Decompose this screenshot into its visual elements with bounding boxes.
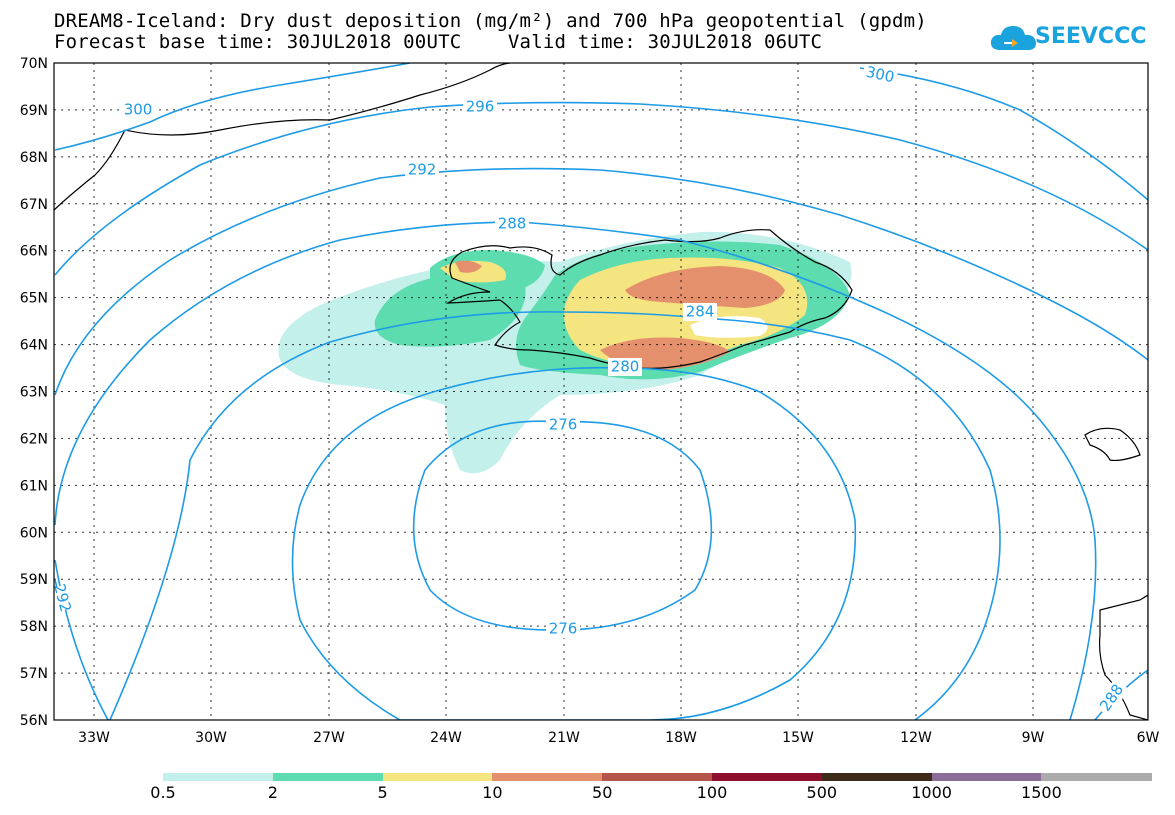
longitude-labels: 33W 30W 27W 24W 21W 18W 15W 12W 9W 6W [78,730,1159,746]
lat-label: 61N [20,478,48,494]
cloud-icon [990,26,1036,50]
contour-label-300: 300 [124,101,153,119]
iceland-coast [445,229,853,369]
lon-label: 9W [1022,730,1045,746]
lat-label: 67N [20,197,48,213]
contour-300b [859,67,1148,201]
lon-label: 15W [782,730,814,746]
coastlines [54,63,1148,720]
legend-color-box [163,773,274,781]
map-frame [53,62,1149,721]
lat-label: 59N [20,572,48,588]
dust-layer-10 [455,260,482,273]
lat-label: 57N [20,666,48,682]
legend-label: 1500 [1021,783,1062,802]
contour-label-280: 280 [611,358,640,376]
legend-color-box [712,773,823,781]
dust-field [278,231,852,474]
contour-280 [291,366,857,720]
legend-label: 10 [482,783,503,802]
legend-color-box [821,773,933,781]
contour-label-300: 300 [864,63,896,87]
legend-label: 500 [806,783,838,802]
latitude-labels: 70N 69N 68N 67N 66N 65N 64N 63N 62N 61N 60N 59N 58N 5… [20,56,48,729]
lat-label: 69N [20,103,48,119]
lat-label: 56N [20,713,48,729]
contour-label-288: 288 [498,215,527,233]
legend-label: 50 [592,783,613,802]
lon-label: 18W [665,730,697,746]
lon-label: 27W [313,730,345,746]
contour-292 [54,167,1148,396]
legend-label: 0.5 [150,783,176,802]
contour-label-276: 276 [549,416,578,434]
legend-label: 1000 [911,783,952,802]
chart-title: DREAM8-Iceland: Dry dust deposition (mg/… [54,10,927,32]
legend-label: 2 [267,783,278,802]
lat-label: 68N [20,150,48,166]
lon-label: 33W [78,730,110,746]
lat-label: 62N [20,431,48,447]
contour-label-292: 292 [408,161,437,179]
legend-color-box [382,773,493,781]
contour-label-276: 276 [549,620,578,638]
contour-label-296: 296 [466,98,495,116]
contour-label-284: 284 [686,303,715,321]
graticule [54,63,1148,720]
legend-color-box [272,773,384,781]
contour-300a [54,63,411,151]
legend-color-box [931,773,1042,781]
lon-label: 30W [195,730,227,746]
legend-color-box [602,773,713,781]
chart-subtitle: Forecast base time: 30JUL2018 00UTC Vali… [54,31,823,53]
seevccc-logo: SEEVCCC [990,18,1146,58]
contour-288 [54,221,1097,720]
legend-color-box [1041,773,1152,781]
lat-label: 65N [20,291,48,307]
contour-labels: 300 300 296 292 288 284 280 276 276 292 … [50,62,1130,718]
lat-label: 60N [20,525,48,541]
legend-color-box [492,773,603,781]
lon-label: 21W [548,730,580,746]
lon-label: 6W [1137,730,1160,746]
lat-label: 66N [20,244,48,260]
lat-label: 70N [20,56,48,72]
faroe-coast [1084,427,1141,462]
legend-label: 100 [696,783,728,802]
lon-label: 24W [430,730,462,746]
legend-label: 5 [377,783,388,802]
greenland-coast [54,63,511,211]
contour-284 [109,311,1001,720]
contour-296 [54,101,1148,276]
lat-label: 63N [20,385,48,401]
lat-label: 64N [20,338,48,354]
logo-text: SEEVCCC [1035,24,1147,49]
lon-label: 12W [900,730,932,746]
lat-label: 58N [20,619,48,635]
geopotential-contours [54,63,1148,720]
